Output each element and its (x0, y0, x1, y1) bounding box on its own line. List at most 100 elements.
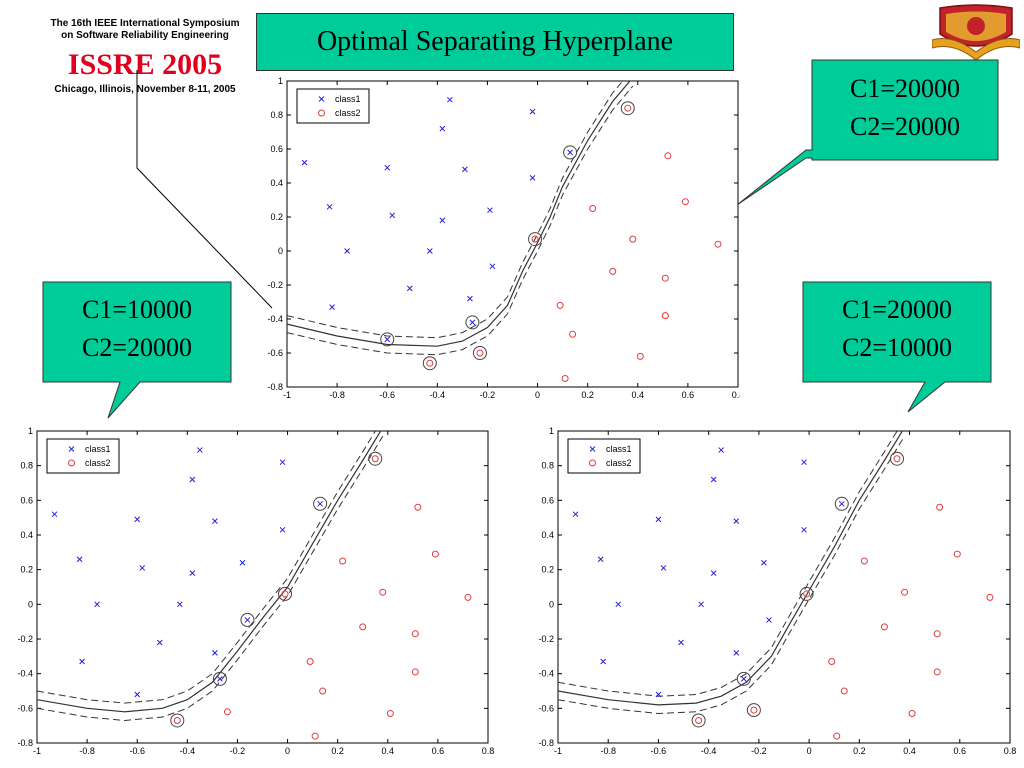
class1-point (733, 650, 740, 656)
class2-point (414, 503, 422, 511)
x-tick-label: 0 (535, 390, 540, 400)
conference-place: Chicago, Illinois, November 8-11, 2005 (54, 84, 236, 95)
class2-point (359, 623, 367, 631)
callout-3-c1: C1=20000 (842, 295, 952, 324)
legend-class1-marker (318, 96, 325, 102)
class1-point (660, 565, 667, 571)
class1-point (469, 319, 476, 326)
x-tick-label: -0.8 (329, 390, 345, 400)
x-tick-label: 0.2 (853, 746, 866, 756)
y-tick-label: -0.8 (538, 738, 554, 748)
conference-name: ISSRE 2005 (67, 48, 223, 81)
support-vector-ring (465, 315, 480, 330)
x-tick-label: -0.2 (230, 746, 246, 756)
legend-class1-marker (589, 446, 596, 452)
x-tick-label: 0.6 (432, 746, 445, 756)
y-tick-label: -0.6 (538, 703, 554, 713)
x-tick-label: -1 (554, 746, 562, 756)
y-tick-label: 1 (278, 76, 283, 86)
y-tick-label: 0.4 (270, 178, 283, 188)
class1-point (467, 295, 473, 302)
class1-point (655, 516, 662, 523)
y-tick-label: 0.6 (270, 144, 283, 154)
class2-point (695, 716, 703, 724)
x-tick-label: -1 (33, 746, 41, 756)
class1-point (462, 166, 468, 173)
x-tick-label: 0.4 (632, 390, 645, 400)
class1-point (597, 556, 604, 563)
y-tick-label: 0.8 (541, 461, 554, 471)
class1-point (567, 149, 573, 156)
x-tick-label: 0.2 (581, 390, 594, 400)
support-vector-ring (563, 145, 578, 160)
class2-point (476, 349, 484, 357)
x-tick-label: 0 (285, 746, 290, 756)
support-vector-ring (240, 612, 255, 627)
class1-point (655, 691, 662, 698)
class1-point (317, 500, 323, 507)
class1-point (801, 526, 807, 533)
support-vector-ring (368, 451, 383, 466)
separating-hyperplane (37, 431, 382, 713)
class2-point (411, 668, 419, 676)
plot-frame (286, 80, 739, 388)
y-tick-label: -0.2 (538, 634, 554, 644)
class2-point (636, 352, 644, 360)
callout-1-c2: C2=20000 (850, 112, 960, 141)
class2-point (281, 590, 289, 598)
support-vector-ring (212, 671, 227, 686)
class1-point (600, 658, 607, 665)
class1-point (329, 304, 335, 310)
margin-lower (37, 435, 384, 722)
x-tick-label: -0.8 (79, 746, 95, 756)
y-tick-label: -0.4 (538, 669, 554, 679)
class1-point (615, 601, 622, 608)
x-tick-label: -0.4 (701, 746, 717, 756)
class2-point (431, 550, 439, 558)
class1-point (176, 601, 183, 608)
class1-point (79, 658, 85, 665)
x-tick-label: 0.6 (954, 746, 967, 756)
class2-point (908, 710, 916, 718)
class2-point (681, 198, 689, 206)
class1-point (156, 639, 163, 646)
class1-point (189, 570, 196, 576)
class1-point (572, 511, 579, 518)
x-tick-label: -1 (283, 390, 291, 400)
legend-class1-label: class1 (606, 444, 632, 454)
class2-point (464, 593, 472, 601)
header-pointer-line (136, 70, 273, 309)
conference-header: The 16th IEEE International Symposium on… (40, 18, 250, 96)
x-tick-label: -0.4 (180, 746, 196, 756)
support-vector-ring (278, 586, 293, 601)
class1-point (439, 125, 446, 132)
plot-marks (558, 431, 994, 740)
class2-point (840, 687, 848, 695)
y-tick-label: 0.6 (20, 495, 33, 505)
y-tick-label: 0.8 (270, 110, 283, 120)
class1-point (51, 511, 58, 518)
class1-point (189, 476, 196, 483)
callout-3-c2: C2=10000 (842, 333, 952, 362)
class2-point (953, 550, 961, 558)
class2-point (714, 240, 722, 248)
class1-point (94, 601, 100, 608)
y-tick-label: -0.8 (267, 382, 283, 392)
x-tick-label: 0.4 (382, 746, 395, 756)
class1-point (134, 516, 141, 523)
class1-point (301, 159, 308, 166)
conference-line-2: on Software Reliability Engineering (61, 30, 229, 41)
svm-plot-2: -1 -0.8 -0.6 -0.4 -0.2 0 0.2 0.4 0.6 0.8-0.8-0.6-… (17, 426, 494, 756)
class2-point (828, 658, 836, 666)
class1-point (740, 676, 747, 682)
class2-point (803, 590, 811, 598)
x-tick-label: -0.6 (379, 390, 395, 400)
callout-1: C1=20000 C2=20000 (736, 59, 999, 206)
class2-point (933, 630, 941, 638)
legend-class2-marker (589, 459, 596, 467)
class1-point (76, 556, 83, 563)
class2-point (880, 623, 888, 631)
class2-point (371, 455, 379, 463)
support-vector-ring (528, 232, 543, 247)
